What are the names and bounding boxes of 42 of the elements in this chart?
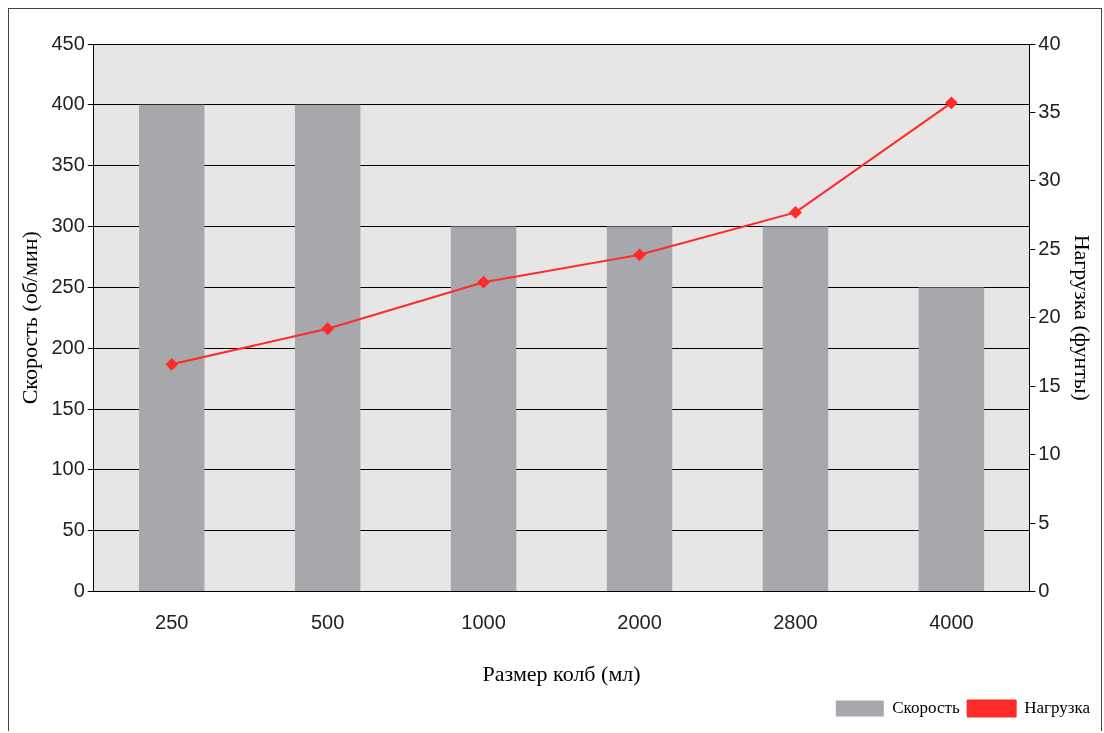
point bbox=[165, 358, 178, 371]
bar bbox=[450, 226, 517, 592]
bar bbox=[918, 287, 985, 592]
y2-tick-label: 0 bbox=[1038, 579, 1050, 602]
y-tick-label: 150 bbox=[51, 396, 85, 419]
y2-tick-label: 35 bbox=[1038, 99, 1061, 122]
point bbox=[633, 248, 646, 261]
x-tick-label: 500 bbox=[310, 611, 345, 634]
x-tick-label: 250 bbox=[155, 611, 189, 634]
x-tick-label: 2800 bbox=[773, 611, 818, 634]
y2-tick-label: 15 bbox=[1038, 373, 1061, 396]
x-tick-label: 4000 bbox=[929, 611, 974, 634]
point bbox=[321, 322, 334, 335]
y2-tick-label: 25 bbox=[1038, 236, 1061, 259]
y-axis-title: Скорость (об/мин) bbox=[16, 231, 42, 405]
y2-tick-label: 40 bbox=[1038, 31, 1061, 54]
x-tick-label: 1000 bbox=[461, 611, 506, 634]
y-tick-label: 300 bbox=[51, 214, 85, 237]
y2-tick-label: 20 bbox=[1038, 305, 1061, 328]
bar bbox=[762, 226, 829, 592]
point bbox=[477, 276, 490, 289]
y-tick-label: 400 bbox=[51, 92, 85, 115]
x-tick-label: 2000 bbox=[617, 611, 662, 634]
y-tick-label: 0 bbox=[73, 579, 85, 602]
x-axis-title: Размер колб (мл) bbox=[482, 660, 641, 686]
legend-label: Скорость bbox=[892, 697, 960, 717]
y-tick-label: 250 bbox=[51, 274, 85, 297]
y-tick-label: 450 bbox=[51, 31, 85, 54]
legend-label: Нагрузка bbox=[1024, 697, 1091, 717]
y-tick-label: 50 bbox=[62, 518, 85, 541]
y-tick-label: 350 bbox=[51, 153, 85, 176]
y2-tick-label: 10 bbox=[1038, 442, 1061, 465]
point bbox=[789, 206, 802, 219]
bar bbox=[606, 226, 673, 592]
bar bbox=[294, 104, 361, 592]
y-tick-label: 100 bbox=[51, 457, 85, 480]
point bbox=[945, 96, 958, 109]
bar bbox=[138, 104, 205, 592]
y2-tick-label: 5 bbox=[1038, 510, 1050, 533]
y-tick-label: 200 bbox=[51, 335, 85, 358]
y2-tick-label: 30 bbox=[1038, 168, 1061, 191]
y2-axis-title: Нагрузка (фунты) bbox=[1070, 234, 1096, 401]
